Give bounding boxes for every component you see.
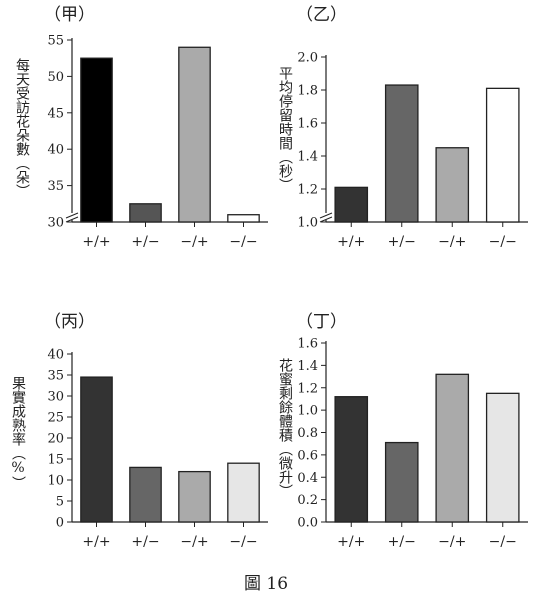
bar-2: [384, 441, 419, 523]
x-category-label: −/−: [229, 234, 257, 250]
y-tick-label: 45: [47, 106, 64, 121]
y-tick-label: 1.6: [297, 337, 318, 352]
bar-4: [485, 392, 520, 523]
x-category-label: −/+: [180, 234, 208, 250]
y-tick-label: 0: [56, 516, 64, 531]
x-category-label: +/−: [388, 534, 416, 550]
y-tick-label: 0.4: [297, 471, 318, 486]
figure-caption: 圖 16: [244, 574, 288, 594]
bar-4: [227, 214, 260, 223]
axis-break-gap: [322, 213, 330, 220]
bar-1: [80, 57, 113, 223]
y-tick-label: 40: [47, 348, 64, 363]
x-category-label: +/+: [337, 234, 365, 250]
x-category-label: +/+: [82, 534, 110, 550]
x-category-label: +/+: [337, 534, 365, 550]
bar-1: [334, 186, 369, 223]
bar-1: [80, 376, 113, 523]
bar-3: [178, 470, 211, 523]
chart-panel-2: 1.0 1.2 1.4 1.6 1.8 2.0 +/+ +/− −/+ −/− （乙） 平均停留時間（…: [277, 5, 528, 250]
y-tick-label: 55: [47, 34, 64, 49]
y-tick-label: 25: [47, 411, 64, 426]
bar-3: [178, 46, 211, 223]
axis-break-mark: [319, 212, 333, 223]
y-tick-label: 10: [47, 474, 64, 489]
y-tick-label: 40: [47, 143, 64, 158]
panel-title: （丁）: [296, 312, 347, 332]
panel-title: （乙）: [296, 5, 347, 25]
y-tick-label: 35: [47, 369, 64, 384]
x-category-label: +/−: [131, 234, 159, 250]
bar-1: [334, 396, 369, 523]
y-tick-label: 0.0: [297, 516, 318, 531]
y-tick-label: 50: [47, 70, 64, 85]
bar-2: [384, 84, 419, 223]
bar-2: [129, 466, 162, 523]
y-tick-label: 1.8: [297, 84, 318, 99]
bar-2: [129, 203, 162, 223]
y-tick-label: 1.6: [297, 117, 318, 132]
x-category-label: −/+: [180, 534, 208, 550]
y-tick-label: 30: [47, 216, 64, 231]
axis-break-gap: [68, 213, 76, 220]
y-tick-label: 5: [56, 495, 64, 510]
panel-title: （甲）: [44, 5, 95, 25]
x-category-label: −/+: [438, 534, 466, 550]
panel-title: （丙）: [44, 312, 95, 332]
x-category-label: +/−: [388, 234, 416, 250]
x-category-label: +/−: [131, 534, 159, 550]
chart-panel-1: 30 35 40 45 50 55 +/+ +/− −/+ −/− （甲） 每天受訪花朵數（朵）: [14, 5, 268, 250]
x-category-label: +/+: [82, 234, 110, 250]
bar-4: [227, 462, 260, 523]
bar-4: [485, 87, 520, 223]
y-axis-title: 每天受訪花朵數（朵）: [14, 58, 30, 198]
bar-3: [435, 373, 470, 523]
x-category-label: −/+: [438, 234, 466, 250]
chart-panel-3: 0 5 10 15 20 25 30 35 40 +/+ +/− −/+ −/− （丙） 果實成熟率（%）: [10, 312, 268, 550]
y-tick-label: 0.2: [297, 493, 318, 508]
y-tick-label: 30: [47, 390, 64, 405]
y-tick-label: 1.2: [297, 381, 318, 396]
y-axis-title: 平均停留時間（秒）: [277, 66, 293, 192]
y-tick-label: 0.8: [297, 426, 318, 441]
y-axis-title: 花蜜剩餘體積（微升）: [277, 358, 293, 498]
x-category-label: −/−: [489, 234, 517, 250]
y-axis-title: 果實成熟率（%）: [10, 376, 26, 490]
y-tick-label: 1.0: [297, 216, 318, 231]
y-tick-label: 1.2: [297, 183, 318, 198]
y-tick-label: 1.4: [297, 150, 318, 165]
y-tick-label: 35: [47, 179, 64, 194]
y-tick-label: 15: [47, 453, 64, 468]
bar-3: [435, 147, 470, 223]
y-tick-label: 1.4: [297, 359, 318, 374]
axis-break-mark: [65, 212, 79, 223]
x-category-label: −/−: [489, 534, 517, 550]
y-tick-label: 20: [47, 432, 64, 447]
y-tick-label: 2.0: [297, 51, 318, 66]
y-tick-label: 0.6: [297, 448, 318, 463]
chart-panel-4: 0.0 0.2 0.4 0.6 0.8 1.0 1.2 1.4 1.6 +/+ +/− −/+ −/− （…: [277, 312, 528, 550]
y-tick-label: 1.0: [297, 404, 318, 419]
x-category-label: −/−: [229, 534, 257, 550]
